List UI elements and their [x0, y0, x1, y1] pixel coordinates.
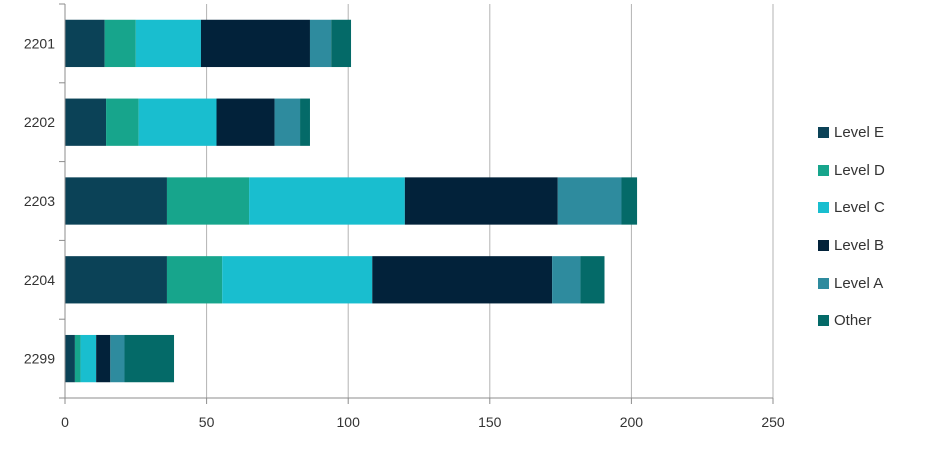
bar-segment — [621, 177, 638, 225]
bar-segment — [309, 19, 332, 68]
legend-label: Level A — [834, 274, 884, 292]
legend-label: Level D — [834, 161, 885, 179]
legend-swatch — [818, 277, 829, 289]
y-category-label: 2299 — [24, 351, 55, 367]
legend-label: Level E — [834, 124, 885, 142]
bar-segment — [222, 256, 373, 304]
legend-swatch — [818, 315, 829, 327]
legend-item: Level B — [818, 227, 885, 265]
bar-segment — [106, 98, 139, 146]
bar-segment — [274, 98, 301, 146]
bar-segment — [249, 177, 405, 225]
axes — [59, 3, 774, 404]
legend-swatch — [818, 164, 829, 176]
legend-item: Level A — [818, 264, 885, 302]
bar-segment — [557, 177, 622, 225]
bar-segment — [166, 256, 223, 304]
x-tick-label: 150 — [478, 414, 502, 430]
bar-segment — [65, 98, 107, 146]
legend-label: Other — [834, 312, 872, 330]
legend-label: Level C — [834, 199, 885, 217]
legend-swatch — [818, 240, 829, 252]
legend-swatch — [818, 202, 829, 214]
bars — [65, 19, 638, 383]
bar-segment — [580, 256, 605, 304]
legend-item: Level C — [818, 189, 885, 227]
y-category-label: 2204 — [24, 272, 55, 288]
bar-segment — [74, 334, 81, 383]
bar-segment — [124, 334, 175, 383]
legend-swatch — [818, 127, 829, 139]
legend-item: Level D — [818, 152, 885, 190]
x-tick-label: 250 — [761, 414, 785, 430]
y-category-label: 2203 — [24, 193, 55, 209]
tick-labels: 0 50 100 150 200 250 2201 2202 2203 2204 2299 — [24, 35, 785, 430]
bar-segment — [166, 177, 250, 225]
x-tick-label: 50 — [199, 414, 215, 430]
bar-segment — [552, 256, 581, 304]
x-tick-label: 0 — [61, 414, 69, 430]
legend-label: Level B — [834, 237, 885, 255]
x-tick-label: 200 — [620, 414, 644, 430]
bar-segment — [65, 177, 167, 225]
bar-segment — [65, 19, 105, 68]
legend-item: Level E — [818, 114, 885, 152]
x-tick-label: 100 — [337, 414, 361, 430]
bar-segment — [110, 334, 125, 383]
bar-segment — [300, 98, 310, 146]
bar-segment — [96, 334, 111, 383]
bar-segment — [138, 98, 217, 146]
bar-segment — [404, 177, 558, 225]
y-category-label: 2202 — [24, 114, 55, 130]
legend-item: Other — [818, 302, 885, 340]
bar-segment — [135, 19, 201, 68]
bar-segment — [65, 256, 167, 304]
legend: Level E Level D Level C Level B Level A Other — [818, 114, 885, 340]
bar-segment — [200, 19, 310, 68]
bar-segment — [331, 19, 352, 68]
bar-segment — [216, 98, 275, 146]
bar-segment — [80, 334, 97, 383]
bar-segment — [372, 256, 553, 304]
y-category-label: 2201 — [24, 35, 55, 51]
bar-segment — [65, 334, 75, 383]
bar-segment — [104, 19, 136, 68]
